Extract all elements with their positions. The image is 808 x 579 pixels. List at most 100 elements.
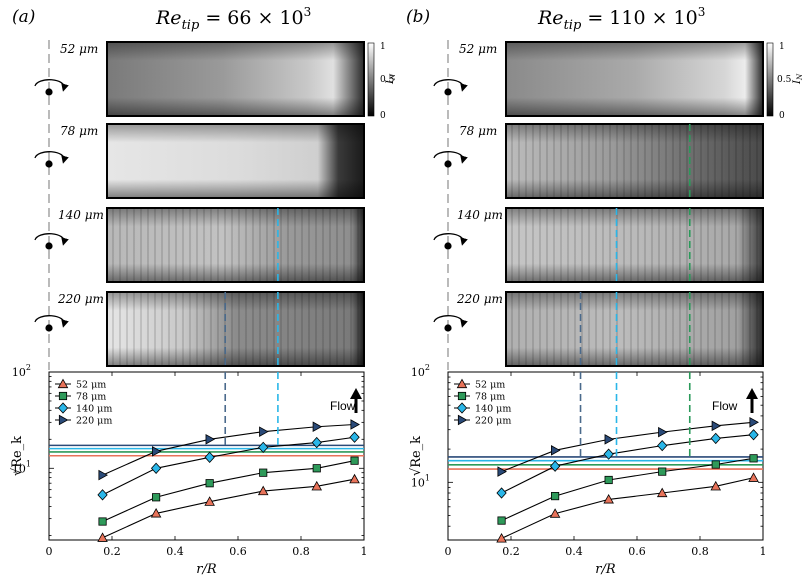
panel-a-strip-label-2: 140 μm xyxy=(58,208,104,222)
data-point xyxy=(710,480,722,491)
data-point xyxy=(150,462,162,474)
legend-marker xyxy=(456,402,468,414)
data-point xyxy=(749,454,758,463)
colorbar-tick: 1 xyxy=(779,42,785,52)
panel-b-colorbar: 1 0.5 0 IN xyxy=(766,42,804,121)
rotation-icon xyxy=(433,79,468,96)
flow-arrow-icon xyxy=(746,388,758,413)
panel-b-strip-label-0: 52 μm xyxy=(459,42,497,56)
x-tick-label: 1 xyxy=(760,545,767,558)
panel-a-letter: (a) xyxy=(12,7,35,27)
data-point xyxy=(350,456,359,465)
series-line xyxy=(501,477,754,539)
data-point xyxy=(497,516,506,525)
legend-entry-140: 140 μm xyxy=(76,404,112,415)
panel-a-strip-label-1: 78 μm xyxy=(60,124,98,138)
panel-b: (b) Retip = 110 × 103 52 μm 78 μm 140 μm xyxy=(406,5,804,577)
data-point xyxy=(97,489,108,501)
x-tick-label: 0.4 xyxy=(166,545,184,558)
x-tick-label: 0.8 xyxy=(292,545,310,558)
panel-a-strip-3: 220 μm xyxy=(34,291,365,367)
data-point xyxy=(711,420,722,432)
data-point xyxy=(604,434,615,445)
panel-a-strip-0: 52 μm xyxy=(34,41,365,117)
x-tick-label: 0.8 xyxy=(691,545,709,558)
data-point xyxy=(98,469,108,481)
dashed-markers xyxy=(224,124,691,457)
colorbar-label: IN xyxy=(792,73,804,85)
data-point xyxy=(604,475,613,485)
data-point xyxy=(312,464,321,473)
panel-b-flow-label: Flow xyxy=(712,399,738,413)
data-point xyxy=(350,419,360,430)
legend-marker xyxy=(57,402,69,414)
legend-entry-220: 220 μm xyxy=(475,416,511,427)
data-point xyxy=(259,426,269,437)
data-point xyxy=(603,493,614,504)
panel-a-title: Retip = 66 × 103 xyxy=(155,5,311,33)
panel-b-letter: (b) xyxy=(406,7,430,27)
data-point xyxy=(603,448,614,460)
rotation-icon xyxy=(433,315,468,332)
data-point xyxy=(97,532,108,542)
panel-b-strip-2: 140 μm xyxy=(433,207,764,283)
panel-a-colorbar: 1 0.5 0 IN xyxy=(367,42,397,121)
x-tick-label: 0 xyxy=(46,545,53,558)
data-point xyxy=(349,431,360,443)
colorbar-tick: 0 xyxy=(380,111,386,121)
legend-entry-220: 220 μm xyxy=(76,416,112,427)
x-tick-label: 0.2 xyxy=(502,545,520,558)
data-point xyxy=(748,429,759,441)
data-point xyxy=(497,466,507,477)
panel-b-strip-label-2: 140 μm xyxy=(457,208,503,222)
data-point xyxy=(656,487,668,498)
x-tick-label: 0.6 xyxy=(628,545,646,558)
panel-a-strip-label-3: 220 μm xyxy=(57,292,104,306)
data-point xyxy=(258,441,269,454)
series-line xyxy=(501,457,754,522)
data-point xyxy=(311,480,323,491)
data-point xyxy=(549,508,561,518)
series-line xyxy=(102,460,355,523)
data-point xyxy=(551,492,560,501)
y-tick-label: 102 xyxy=(411,363,430,379)
data-point xyxy=(711,460,720,469)
rotation-icon xyxy=(34,233,69,250)
legend-entry-52: 52 μm xyxy=(76,380,106,391)
legend-marker xyxy=(58,414,69,426)
legend-entry-78: 78 μm xyxy=(76,392,106,403)
rotation-icon xyxy=(34,315,69,332)
data-point xyxy=(205,434,216,445)
x-tick-label: 0.4 xyxy=(565,545,583,558)
data-point xyxy=(205,479,214,488)
rotation-icon xyxy=(34,79,69,96)
legend-marker xyxy=(457,414,468,426)
x-tick-label: 0.6 xyxy=(229,545,247,558)
series-line xyxy=(102,423,355,476)
series-line xyxy=(501,421,754,473)
legend-marker xyxy=(456,378,468,389)
data-point xyxy=(551,445,561,456)
data-point xyxy=(658,467,667,476)
data-point xyxy=(311,436,322,449)
x-tick-label: 1 xyxy=(361,545,368,558)
data-point xyxy=(710,432,721,445)
data-point xyxy=(259,468,268,477)
rotation-icon xyxy=(34,151,69,168)
panel-b-strip-label-3: 220 μm xyxy=(456,292,503,306)
panel-a-strip-1: 78 μm xyxy=(34,123,365,199)
y-axis-label: √Re_k xyxy=(409,436,424,476)
data-point xyxy=(496,487,507,499)
data-point xyxy=(204,451,215,463)
data-point xyxy=(749,417,759,428)
y-tick-label: 102 xyxy=(12,363,31,379)
data-point xyxy=(549,460,561,472)
series-line xyxy=(102,478,355,539)
data-point xyxy=(152,446,162,457)
data-point xyxy=(496,533,507,543)
panel-a-strip-2: 140 μm xyxy=(34,207,365,283)
data-point xyxy=(349,473,360,484)
x-axis-label: r/R xyxy=(196,562,217,577)
flow-arrow-icon xyxy=(350,388,362,413)
